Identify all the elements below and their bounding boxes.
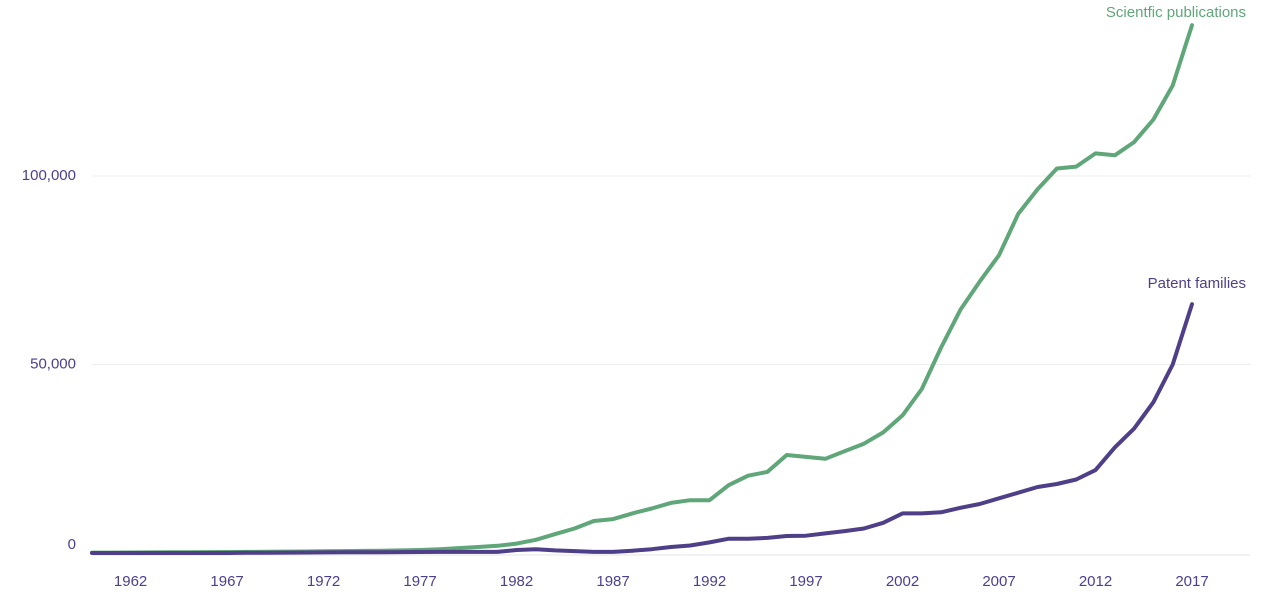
series-line-0 bbox=[90, 23, 1194, 555]
x-tick-label: 1997 bbox=[789, 573, 822, 590]
series-label-0: Scientfic publications bbox=[1106, 4, 1246, 21]
x-tick-label: 1992 bbox=[693, 573, 726, 590]
x-tick-label: 1982 bbox=[500, 573, 533, 590]
x-tick-label: 1962 bbox=[114, 573, 147, 590]
x-tick-label: 2017 bbox=[1175, 573, 1208, 590]
y-tick-label: 0 bbox=[68, 536, 76, 553]
x-tick-label: 1967 bbox=[210, 573, 243, 590]
y-tick-label: 50,000 bbox=[30, 356, 76, 373]
series-line-1 bbox=[90, 302, 1194, 555]
x-tick-label: 2012 bbox=[1079, 573, 1112, 590]
x-tick-label: 1977 bbox=[403, 573, 436, 590]
x-tick-label: 2007 bbox=[982, 573, 1015, 590]
series-label-1: Patent families bbox=[1148, 275, 1246, 292]
x-tick-label: 1972 bbox=[307, 573, 340, 590]
x-tick-label: 1987 bbox=[596, 573, 629, 590]
y-tick-label: 100,000 bbox=[22, 167, 76, 184]
x-tick-label: 2002 bbox=[886, 573, 919, 590]
